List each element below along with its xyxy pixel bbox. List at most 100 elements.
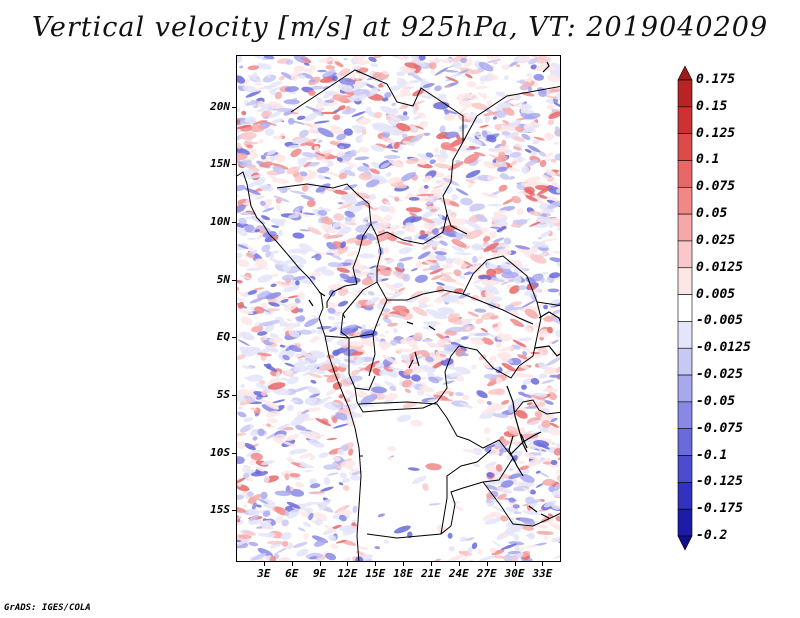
field-blob [483, 279, 501, 286]
field-blob [532, 241, 545, 249]
field-blob [257, 331, 268, 336]
lat-tick-label: 5S [216, 387, 230, 401]
field-blob [428, 503, 441, 506]
field-blob [265, 250, 272, 258]
field-blob [261, 244, 271, 253]
field-blob [287, 117, 295, 125]
colorbar-swatch [677, 186, 693, 215]
lat-tick [232, 164, 236, 166]
field-blob [377, 513, 386, 518]
field-blob [345, 420, 355, 427]
field-blob [478, 296, 486, 301]
field-blob [260, 491, 268, 500]
colorbar-label: -0.005 [696, 313, 743, 329]
field-blob [423, 260, 436, 266]
field-blob [554, 366, 560, 373]
field-blob [538, 194, 548, 199]
field-blob [292, 541, 308, 548]
field-blob [305, 142, 315, 147]
field-blob [323, 477, 331, 485]
field-blob [392, 282, 404, 289]
field-blob [317, 127, 334, 138]
field-blob [390, 339, 397, 346]
field-blob [418, 184, 431, 194]
field-blob [524, 308, 539, 319]
field-blob [309, 79, 316, 83]
field-blob [286, 376, 299, 385]
lon-tick [403, 562, 405, 566]
field-blob [283, 109, 295, 116]
field-blob [511, 195, 522, 204]
field-blob [282, 324, 295, 332]
field-blob [530, 351, 541, 355]
field-blob [504, 74, 509, 81]
field-blob [308, 171, 318, 179]
field-blob [354, 156, 370, 161]
field-blob [542, 461, 553, 465]
field-blob [502, 120, 510, 124]
field-blob [416, 193, 435, 197]
field-blob [508, 468, 514, 471]
field-blob [298, 243, 313, 252]
field-blob [284, 369, 292, 376]
colorbar-swatch [677, 133, 693, 161]
field-blob [457, 557, 468, 561]
field-blob [247, 237, 257, 240]
lat-tick-label: EQ [216, 330, 230, 344]
field-blob [250, 306, 255, 310]
field-blob [322, 92, 334, 99]
field-blob [355, 383, 361, 389]
field-blob [476, 390, 488, 399]
field-blob [500, 281, 510, 285]
field-blob [343, 358, 356, 364]
field-blob [551, 250, 560, 255]
field-blob [316, 97, 323, 104]
field-blob [274, 91, 282, 100]
field-blob [480, 327, 488, 333]
field-blob [553, 553, 560, 560]
field-blob [286, 404, 294, 412]
field-blob [262, 510, 271, 517]
field-blob [463, 245, 471, 250]
field-blob [470, 295, 479, 302]
field-blob [452, 238, 463, 245]
field-blob [519, 190, 531, 196]
field-blob [256, 108, 265, 113]
field-blob [467, 547, 473, 554]
field-blob [351, 359, 365, 366]
field-blob [460, 57, 468, 64]
field-blob [484, 290, 496, 300]
field-blob [259, 522, 274, 530]
field-blob [551, 182, 559, 188]
field-blob [325, 252, 335, 256]
field-blob [277, 556, 291, 561]
field-blob [300, 194, 315, 201]
field-blob [474, 86, 488, 89]
field-blob [248, 508, 260, 516]
field-blob [411, 364, 429, 370]
field-blob [471, 102, 489, 111]
colorbar-label: 0.075 [696, 179, 736, 195]
field-blob [332, 524, 342, 529]
field-blob [545, 357, 560, 367]
field-blob [295, 482, 305, 488]
field-blob [508, 175, 515, 180]
field-blob [527, 75, 533, 83]
field-blob [519, 473, 535, 483]
field-blob [252, 436, 258, 441]
field-blob [282, 541, 289, 547]
field-blob [503, 149, 513, 154]
field-blob [237, 395, 247, 403]
field-blob [248, 541, 259, 547]
field-blob [264, 128, 275, 136]
field-blob [506, 450, 523, 460]
field-blob [384, 201, 392, 206]
field-blob [476, 398, 485, 404]
field-blob [429, 268, 444, 275]
field-blob [242, 464, 252, 469]
field-blob [400, 172, 416, 182]
lon-tick [291, 562, 293, 566]
field-blob [492, 116, 498, 120]
field-blob [555, 515, 560, 522]
field-blob [324, 401, 342, 410]
